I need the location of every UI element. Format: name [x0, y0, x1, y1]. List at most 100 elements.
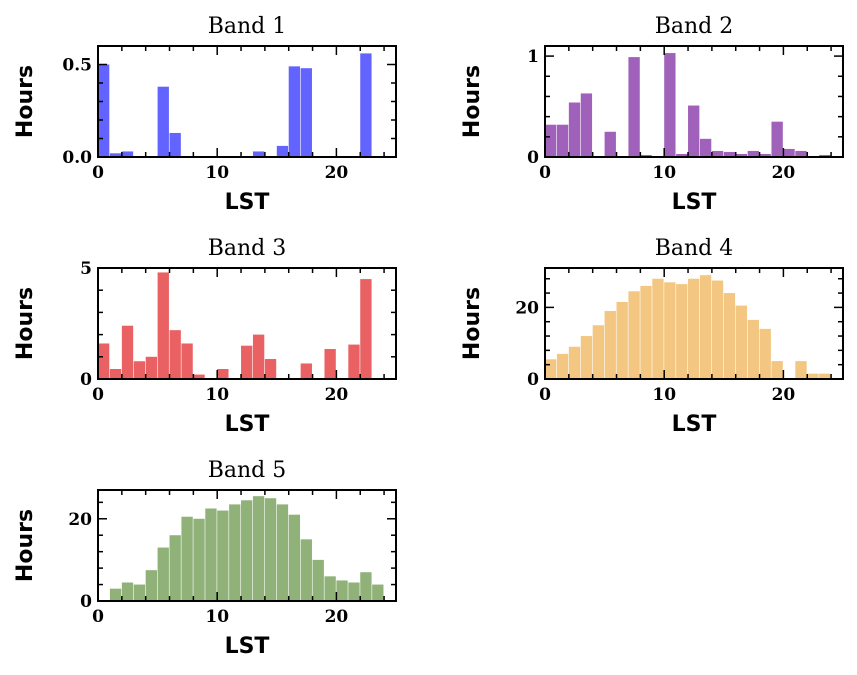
y-tick-label: 20: [515, 298, 539, 318]
histogram-bar: [688, 105, 700, 157]
histogram-bar: [157, 272, 169, 379]
x-tick-label: 10: [205, 163, 229, 183]
histogram-bar: [276, 504, 289, 601]
histogram-bar: [324, 349, 336, 379]
x-tick-label: 10: [205, 385, 229, 405]
histogram-bar: [747, 319, 759, 379]
histogram-bar: [783, 148, 795, 157]
histogram-bar: [699, 138, 712, 157]
x-tick-label: 20: [772, 163, 796, 183]
y-tick-label: 0: [80, 592, 92, 612]
histogram-bar: [300, 539, 312, 601]
histogram-bar: [169, 132, 181, 157]
histogram-bar: [360, 572, 372, 601]
histogram-bar: [580, 336, 593, 379]
histogram-bar: [676, 284, 688, 379]
y-tick-label: 0: [80, 370, 92, 390]
histogram-bar: [109, 588, 122, 601]
axes-frame: [97, 45, 397, 158]
histogram-bar: [556, 124, 569, 157]
histogram-bar: [735, 305, 748, 379]
histogram-bar: [580, 93, 593, 157]
x-tick-label: 0: [539, 385, 551, 405]
histogram-bar: [217, 510, 229, 601]
histogram-bar: [324, 576, 336, 601]
histogram-bar: [771, 361, 783, 379]
histogram-bar: [193, 518, 205, 601]
histogram-bar: [145, 356, 157, 379]
x-tick-label: 20: [325, 385, 349, 405]
x-tick-label: 10: [652, 385, 676, 405]
x-axis-label: LST: [672, 190, 717, 215]
x-tick-label: 20: [772, 385, 796, 405]
histogram-bar: [181, 516, 193, 601]
histogram-bar: [711, 280, 724, 379]
histogram-bar: [288, 514, 301, 601]
y-tick-label: 0.0: [62, 148, 92, 168]
histogram-bar: [819, 373, 831, 379]
y-axis-label: Hours: [460, 287, 485, 360]
histogram-bar: [241, 345, 253, 379]
histogram-bar: [640, 154, 652, 157]
x-tick-label: 0: [92, 607, 104, 627]
panel-title: Band 4: [655, 236, 734, 261]
panel-title: Band 2: [655, 14, 734, 39]
histogram-bar: [264, 498, 277, 601]
histogram-bar: [676, 153, 688, 157]
chart-panel-5: 0 10 20 0 20 Band 5 LST Hours: [13, 458, 397, 659]
histogram-bar: [759, 328, 771, 379]
histogram-bar: [556, 353, 569, 379]
histogram-bar: [157, 547, 169, 601]
histogram-bar: [109, 153, 122, 157]
axes-frame: [97, 267, 397, 380]
histogram-bar: [568, 346, 581, 379]
histogram-bar: [241, 500, 253, 601]
histogram-bar: [616, 302, 628, 379]
x-axis-label: LST: [225, 190, 270, 215]
y-tick-label: 0: [527, 370, 539, 390]
histogram-bar: [181, 343, 193, 379]
histogram-bar: [699, 275, 712, 379]
histogram-bar: [98, 343, 110, 379]
chart-panel-1: 0 10 20 0.0 0.5 Band 1 LST Hours: [13, 14, 397, 215]
histogram-bar: [759, 153, 771, 157]
histogram-bar: [795, 361, 807, 379]
histogram-bar: [336, 580, 348, 601]
histogram-bar: [145, 570, 157, 601]
histogram-bar: [169, 330, 181, 379]
y-axis-label: Hours: [460, 65, 485, 138]
panel-title: Band 1: [208, 14, 287, 39]
histogram-bar: [360, 53, 372, 157]
histogram-bar: [372, 584, 384, 601]
chart-panel-4: 0 10 20 0 20 Band 4 LST Hours: [460, 236, 844, 437]
histogram-bar: [771, 121, 783, 157]
histogram-bar: [747, 150, 759, 157]
histogram-bar: [819, 154, 831, 157]
panel-title: Band 5: [208, 458, 287, 483]
histogram-bar: [735, 153, 748, 157]
histogram-bar: [604, 310, 616, 379]
x-tick-label: 0: [539, 163, 551, 183]
y-tick-label: 1: [527, 47, 539, 67]
y-tick-label: 0.5: [62, 56, 92, 76]
histogram-bar: [169, 535, 181, 601]
histogram-bar: [133, 584, 146, 601]
x-axis-label: LST: [225, 412, 270, 437]
histogram-bar: [300, 363, 312, 379]
histogram-bar: [664, 53, 676, 157]
histogram-bar: [300, 68, 312, 157]
y-tick-label: 5: [80, 259, 92, 279]
histogram-bar: [545, 124, 557, 157]
y-axis-label: Hours: [13, 287, 38, 360]
histogram-bar: [217, 369, 229, 379]
histogram-bar: [229, 504, 241, 601]
histogram-bar: [276, 145, 289, 157]
histogram-bar: [688, 278, 700, 379]
histogram-bar: [545, 359, 557, 379]
histogram-bar: [264, 359, 277, 379]
x-axis-label: LST: [225, 634, 270, 659]
histogram-bar: [252, 334, 265, 379]
histogram-bar: [664, 282, 676, 379]
axes-frame: [544, 267, 844, 380]
histogram-bar: [652, 278, 664, 379]
